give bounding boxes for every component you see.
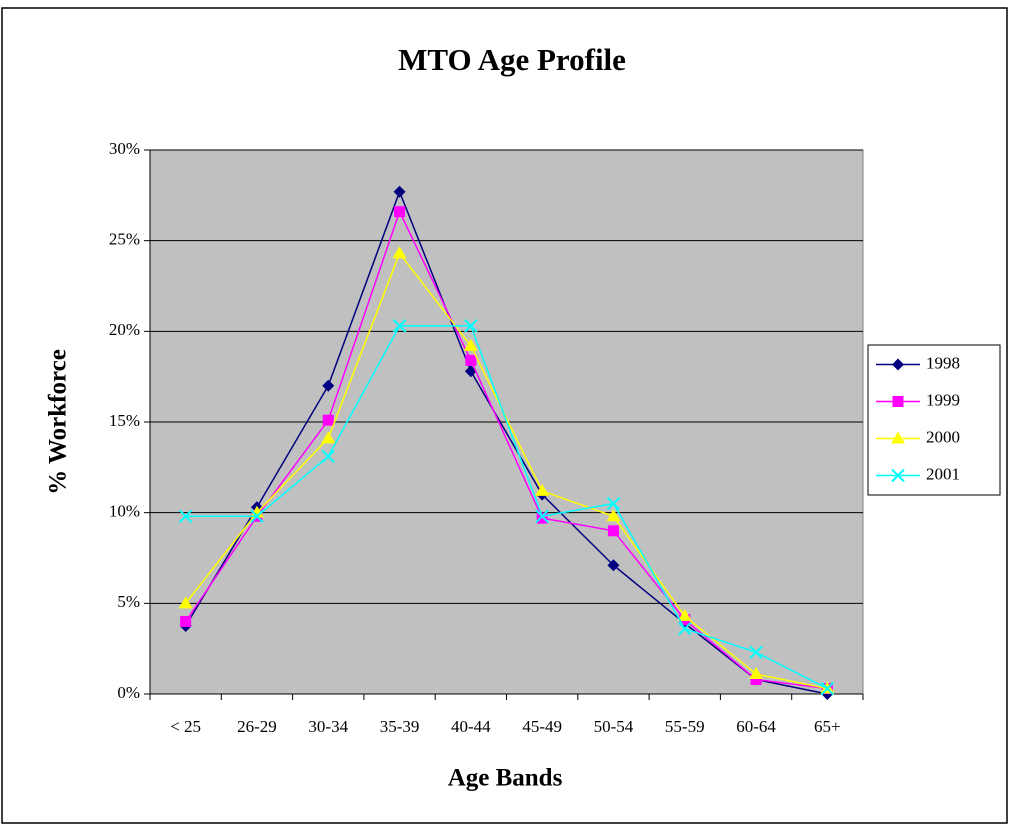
legend-label: 2001	[926, 464, 960, 483]
data-point	[607, 525, 619, 537]
data-point	[463, 338, 478, 351]
data-point	[322, 414, 334, 426]
data-point	[322, 379, 335, 392]
series-line	[185, 251, 828, 690]
y-tick-label: 20%	[109, 320, 140, 339]
data-point	[393, 185, 406, 198]
x-axis-title: Age Bands	[448, 765, 563, 792]
legend-label: 1998	[926, 353, 960, 372]
x-tick-label: 60-64	[736, 717, 776, 736]
data-point	[394, 206, 406, 218]
x-tick-label: 65+	[814, 717, 841, 736]
data-point	[250, 509, 264, 524]
data-point	[465, 354, 477, 366]
data-point	[464, 319, 478, 333]
data-point	[321, 431, 336, 444]
data-point	[607, 559, 620, 572]
x-tick-label: 50-54	[594, 717, 634, 736]
data-point	[606, 496, 621, 511]
data-point	[750, 673, 762, 685]
x-tick-label: 45-49	[522, 717, 562, 736]
data-point	[249, 505, 264, 518]
y-tick-label: 5%	[117, 592, 140, 611]
chart-title: MTO Age Profile	[398, 42, 626, 77]
data-point	[749, 667, 764, 680]
data-point	[180, 615, 192, 627]
y-axis-title: % Workforce	[45, 349, 72, 495]
series-line	[185, 209, 828, 690]
series-line	[185, 189, 828, 695]
x-tick-label: 30-34	[308, 717, 348, 736]
data-point	[820, 681, 835, 696]
data-point	[535, 509, 549, 524]
y-tick-label: 10%	[109, 502, 140, 521]
data-point	[178, 509, 193, 524]
data-point	[749, 645, 763, 660]
y-tick-label: 15%	[109, 411, 140, 430]
x-tick-label: 35-39	[380, 717, 420, 736]
x-tick-label: < 25	[170, 717, 201, 736]
data-point	[606, 509, 621, 522]
legend-box	[867, 344, 1001, 496]
legend-marker	[892, 396, 904, 407]
y-tick-label: 30%	[109, 139, 140, 158]
y-tick-label: 25%	[109, 230, 140, 249]
data-point	[535, 483, 550, 496]
x-tick-label: 40-44	[451, 717, 491, 736]
x-tick-label: 26-29	[237, 717, 277, 736]
legend-label: 1999	[926, 390, 960, 409]
data-point	[536, 512, 548, 524]
legend-marker	[891, 431, 905, 444]
series-line	[185, 325, 828, 690]
legend-marker	[891, 468, 905, 483]
data-point	[677, 609, 692, 622]
data-point	[178, 596, 193, 609]
legend-label: 2000	[926, 427, 960, 446]
data-point	[392, 319, 407, 333]
x-tick-label: 55-59	[665, 717, 705, 736]
legend-marker	[892, 358, 904, 371]
data-point	[321, 449, 335, 464]
y-tick-label: 0%	[117, 683, 140, 702]
data-point	[392, 246, 407, 259]
data-point	[678, 622, 692, 636]
